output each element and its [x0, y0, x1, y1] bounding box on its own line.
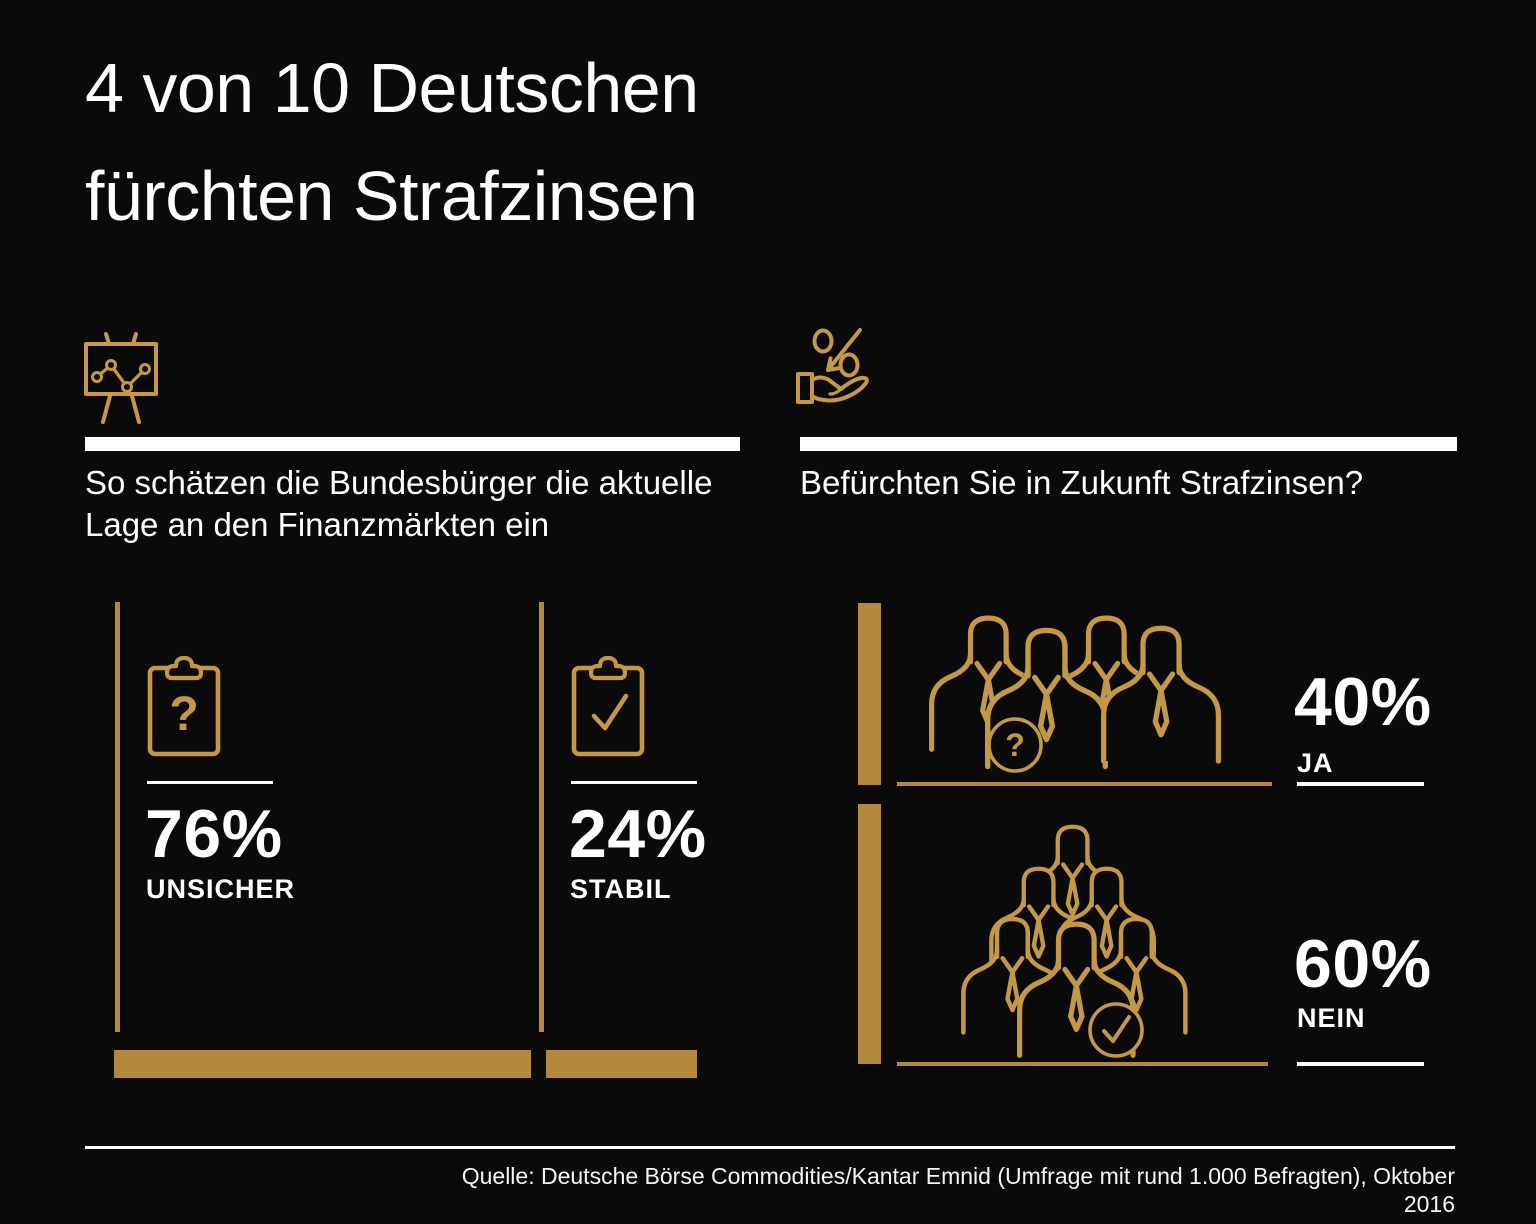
page-title: 4 von 10 Deutschen fürchten Strafzinsen: [85, 34, 699, 250]
section-right-heading: Befürchten Sie in Zukunft Strafzinsen?: [800, 464, 1364, 501]
section-left-bar: [85, 437, 740, 451]
check-badge: [1088, 1002, 1144, 1058]
clipboard-check-icon: [571, 655, 645, 757]
section-left-heading: So schätzen die Bundesbürger die aktuell…: [85, 464, 713, 543]
people-group-question-icon: ?: [930, 606, 1220, 773]
stat-label-unsicher: UNSICHER: [146, 874, 296, 904]
page-title-line2: fürchten Strafzinsen: [85, 157, 698, 235]
percent-hand-icon: [796, 328, 869, 404]
stat-value-unsicher: 76%: [145, 796, 283, 872]
divider-gold-ja: [897, 782, 1272, 786]
baseline-bar-unsicher: [114, 1050, 531, 1078]
section-bar-nein: [858, 804, 881, 1064]
stat-divider: [147, 781, 273, 784]
stat-label-ja: JA: [1297, 748, 1334, 778]
divider-white-ja: [1297, 782, 1424, 786]
divider-white-nein: [1297, 1062, 1424, 1066]
stat-label-nein: NEIN: [1297, 1003, 1366, 1033]
axis-line-left-1: [115, 602, 120, 1032]
question-glyph: ?: [1005, 727, 1025, 763]
question-badge: ?: [987, 717, 1043, 773]
presentation-chart-icon: [84, 332, 158, 424]
footer-rule: [85, 1146, 1455, 1149]
question-glyph: ?: [169, 688, 198, 741]
stat-value-nein: 60%: [1294, 926, 1432, 1002]
axis-line-left-2: [539, 602, 544, 1032]
people-group-check-icon: [962, 820, 1187, 1060]
section-right-bar: [800, 437, 1457, 451]
divider-gold-nein: [897, 1062, 1268, 1066]
baseline-bar-stabil: [546, 1050, 697, 1078]
stat-value-stabil: 24%: [569, 796, 707, 872]
source-text: Quelle: Deutsche Börse Commodities/Kanta…: [461, 1163, 1455, 1217]
section-bar-ja: [858, 603, 881, 785]
stat-label-stabil: STABIL: [570, 874, 672, 904]
clipboard-question-icon: ?: [147, 655, 221, 757]
stat-divider: [571, 781, 697, 784]
page-title-line1: 4 von 10 Deutschen: [85, 49, 699, 127]
stat-value-ja: 40%: [1294, 664, 1432, 740]
